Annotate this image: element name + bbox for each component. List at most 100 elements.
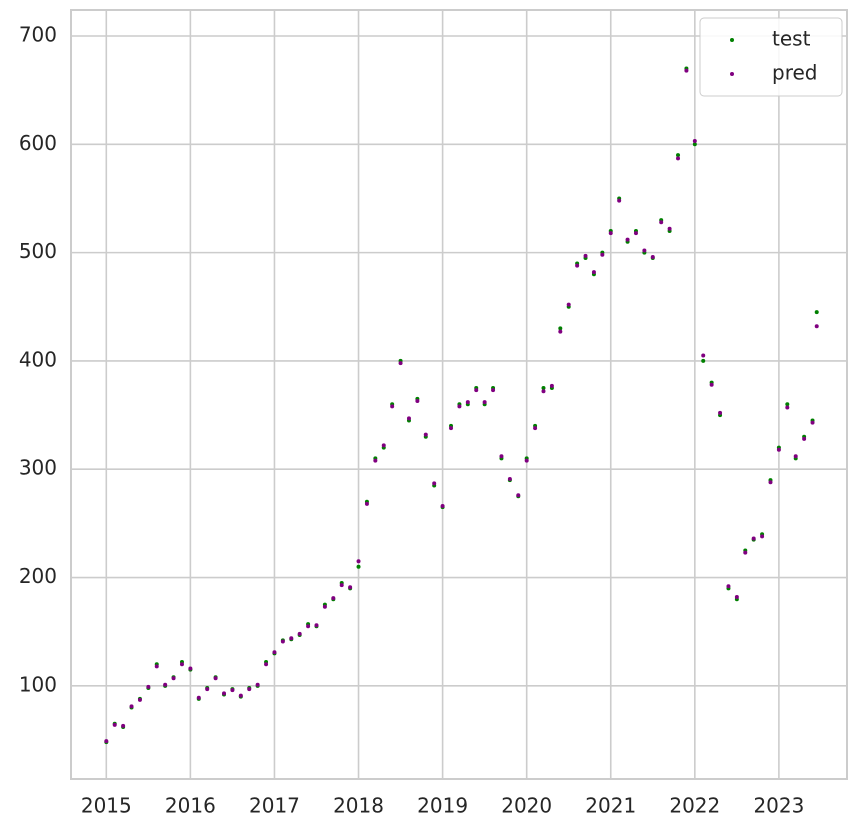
point <box>676 153 681 158</box>
point <box>297 631 302 636</box>
point <box>734 595 739 600</box>
x-tick-label: 2022 <box>669 794 720 818</box>
point <box>760 534 765 539</box>
point <box>507 476 512 481</box>
point <box>701 358 706 363</box>
point <box>785 402 790 407</box>
point <box>171 676 176 681</box>
point <box>440 504 445 509</box>
point <box>449 426 454 431</box>
point <box>104 739 109 744</box>
x-tick-label: 2020 <box>501 794 552 818</box>
point <box>474 388 479 393</box>
point <box>255 682 260 687</box>
point <box>146 684 151 689</box>
point <box>625 237 630 242</box>
point <box>684 68 689 73</box>
y-tick-label: 500 <box>19 239 57 263</box>
point <box>423 432 428 437</box>
point <box>179 662 184 667</box>
legend-marker <box>730 38 734 42</box>
point <box>398 361 403 366</box>
point <box>322 604 327 609</box>
point <box>549 383 554 388</box>
point <box>356 564 361 569</box>
point <box>373 458 378 463</box>
point <box>306 624 311 629</box>
point <box>348 585 353 590</box>
point <box>642 248 647 253</box>
point <box>491 388 496 393</box>
point <box>154 664 159 669</box>
point <box>356 559 361 564</box>
point <box>692 142 697 147</box>
point <box>659 220 664 225</box>
point <box>205 687 210 692</box>
point <box>331 596 336 601</box>
point <box>600 252 605 257</box>
point <box>264 662 269 667</box>
point <box>541 389 546 394</box>
legend-box <box>699 17 843 97</box>
point <box>566 302 571 307</box>
point <box>137 697 142 702</box>
point <box>499 454 504 459</box>
point <box>709 382 714 387</box>
point <box>188 666 193 671</box>
x-tick-label: 2021 <box>585 794 636 818</box>
y-tick-label: 600 <box>19 131 57 155</box>
point <box>121 723 126 728</box>
point <box>516 493 521 498</box>
point <box>339 583 344 588</box>
point <box>743 550 748 555</box>
point <box>701 353 706 358</box>
point <box>272 650 277 655</box>
point <box>692 139 697 144</box>
point <box>802 436 807 441</box>
legend-label: test <box>772 27 811 51</box>
point <box>213 676 218 681</box>
point <box>814 310 819 315</box>
point <box>726 584 731 589</box>
point <box>617 198 622 203</box>
point <box>633 231 638 236</box>
x-tick-label: 2017 <box>249 794 300 818</box>
point <box>406 416 411 421</box>
point <box>314 623 319 628</box>
x-tick-label: 2019 <box>417 794 468 818</box>
point <box>793 454 798 459</box>
y-tick-label: 100 <box>19 672 57 696</box>
point <box>524 458 529 463</box>
point <box>129 704 134 709</box>
legend-marker <box>730 72 734 76</box>
x-tick-label: 2023 <box>753 794 804 818</box>
point <box>558 329 563 334</box>
point <box>583 253 588 258</box>
point <box>541 386 546 391</box>
point <box>768 480 773 485</box>
point <box>222 691 227 696</box>
point <box>112 722 117 727</box>
point <box>196 695 201 700</box>
point <box>163 682 168 687</box>
x-tick-label: 2015 <box>81 794 132 818</box>
legend-label: pred <box>772 61 817 85</box>
point <box>676 156 681 161</box>
x-tick-label: 2016 <box>165 794 216 818</box>
y-tick-label: 200 <box>19 564 57 588</box>
point <box>289 636 294 641</box>
point <box>785 405 790 410</box>
point <box>457 404 462 409</box>
point <box>364 501 369 506</box>
point <box>230 688 235 693</box>
point <box>533 426 538 431</box>
point <box>608 231 613 236</box>
point <box>810 420 815 425</box>
point <box>482 400 487 405</box>
point <box>280 639 285 644</box>
point <box>814 324 819 329</box>
plot-frame <box>70 9 848 780</box>
y-tick-label: 400 <box>19 347 57 371</box>
point <box>390 404 395 409</box>
